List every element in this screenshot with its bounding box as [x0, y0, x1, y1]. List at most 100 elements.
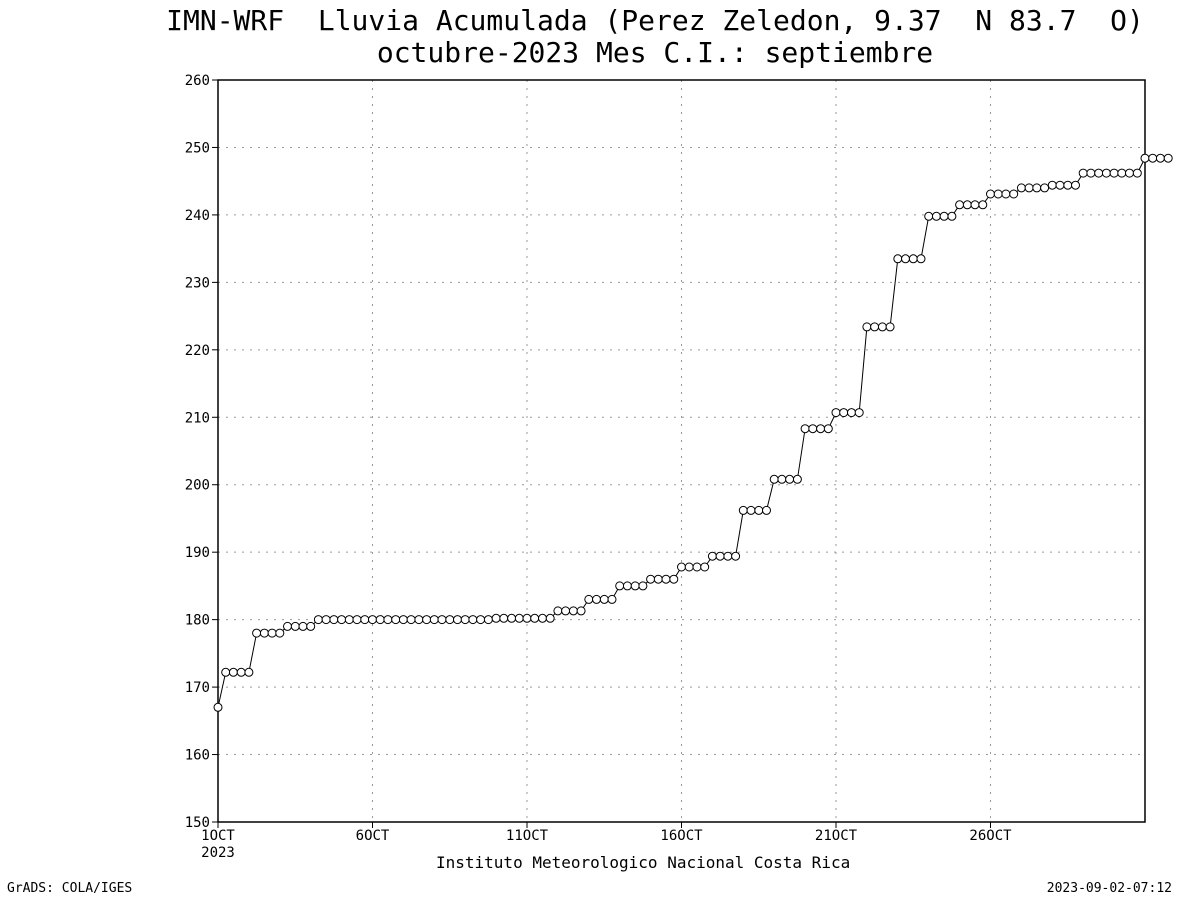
data-point	[1140, 153, 1150, 163]
data-point	[762, 505, 771, 515]
data-point	[986, 189, 995, 199]
data-point	[692, 562, 702, 572]
data-point	[877, 322, 887, 332]
data-point	[785, 474, 795, 484]
y-tick-label: 220	[185, 343, 210, 359]
data-point	[700, 562, 710, 572]
series-line	[217, 157, 1169, 708]
data-point	[321, 615, 331, 625]
data-point	[885, 322, 895, 332]
y-tick-label: 170	[185, 680, 210, 696]
data-point	[839, 408, 849, 418]
data-point	[1125, 168, 1134, 178]
data-point	[800, 424, 810, 434]
data-point	[854, 408, 864, 418]
data-point	[939, 211, 949, 221]
data-point	[398, 615, 408, 625]
y-tick-label: 250	[185, 140, 210, 156]
data-point	[460, 615, 470, 625]
data-point	[213, 702, 223, 712]
data-point	[283, 621, 292, 631]
data-point	[916, 254, 926, 264]
data-point	[252, 628, 262, 638]
data-point	[831, 408, 841, 418]
data-point	[313, 615, 323, 625]
data-point	[901, 254, 910, 264]
x-axis-label: Instituto Meteorologico Nacional Costa R…	[436, 853, 851, 872]
y-tick-label: 240	[185, 208, 210, 224]
data-point	[731, 551, 741, 561]
y-tick-label: 150	[185, 815, 210, 831]
data-point	[816, 424, 826, 434]
data-point	[669, 574, 679, 584]
x-tick-label: 26OCT	[969, 828, 1012, 844]
data-point	[638, 581, 648, 591]
data-point	[344, 615, 354, 625]
data-point	[746, 505, 756, 515]
data-point	[931, 211, 941, 221]
data-point	[1078, 168, 1088, 178]
data-point	[723, 551, 733, 561]
data-point	[298, 621, 308, 631]
y-tick-label: 160	[185, 748, 210, 764]
data-point	[1024, 183, 1034, 193]
data-point	[337, 615, 347, 625]
data-point	[1071, 180, 1080, 190]
data-point	[792, 474, 802, 484]
x-tick-label: 11OCT	[506, 828, 549, 844]
data-point	[514, 613, 524, 623]
data-point	[476, 615, 486, 625]
data-point	[738, 505, 748, 515]
data-point	[545, 613, 555, 623]
data-point	[568, 606, 578, 616]
data-point	[615, 581, 625, 591]
data-point	[228, 667, 238, 677]
data-point	[221, 667, 231, 677]
data-point	[445, 615, 455, 625]
data-point	[259, 628, 269, 638]
chart-subtitle: octubre-2023 Mes C.I.: septiembre	[376, 36, 934, 69]
y-tick-label: 180	[185, 613, 210, 629]
y-tick-label: 210	[185, 410, 210, 426]
data-point	[823, 424, 833, 434]
data-point	[429, 615, 439, 625]
data-point	[1155, 153, 1165, 163]
y-tick-label: 230	[185, 275, 210, 291]
data-point	[1117, 168, 1127, 178]
data-point	[862, 322, 872, 332]
data-point	[630, 581, 640, 591]
data-point	[453, 615, 462, 625]
data-point	[955, 200, 965, 210]
x-tick-label: 6OCT	[356, 828, 390, 844]
data-point	[1163, 153, 1173, 163]
data-point	[947, 211, 957, 221]
data-point	[1132, 168, 1142, 178]
data-point	[414, 615, 424, 625]
data-point	[1109, 168, 1119, 178]
data-point	[290, 621, 300, 631]
data-point	[507, 613, 517, 623]
x-tick-label: 1OCT	[201, 828, 235, 844]
data-point	[1001, 189, 1011, 199]
data-point	[777, 474, 787, 484]
footer-timestamp: 2023-09-02-07:12	[1046, 881, 1172, 896]
data-point	[483, 615, 493, 625]
data-point	[1016, 183, 1026, 193]
data-point	[1040, 183, 1050, 193]
data-point	[499, 613, 509, 623]
data-point	[1086, 168, 1096, 178]
data-point	[1032, 183, 1042, 193]
data-point	[653, 574, 663, 584]
data-point	[352, 615, 362, 625]
data-point	[306, 621, 316, 631]
data-point	[847, 408, 856, 418]
tick-layer: 150 160 170 180 190 200 210 220 230 240 250 260 1OCT…	[185, 73, 1012, 861]
data-point	[599, 594, 609, 604]
data-point	[592, 594, 601, 604]
data-point	[622, 581, 632, 591]
data-point	[1063, 180, 1073, 190]
x-tick-label: 21OCT	[815, 828, 858, 844]
data-point	[707, 551, 717, 561]
data-point	[468, 615, 478, 625]
